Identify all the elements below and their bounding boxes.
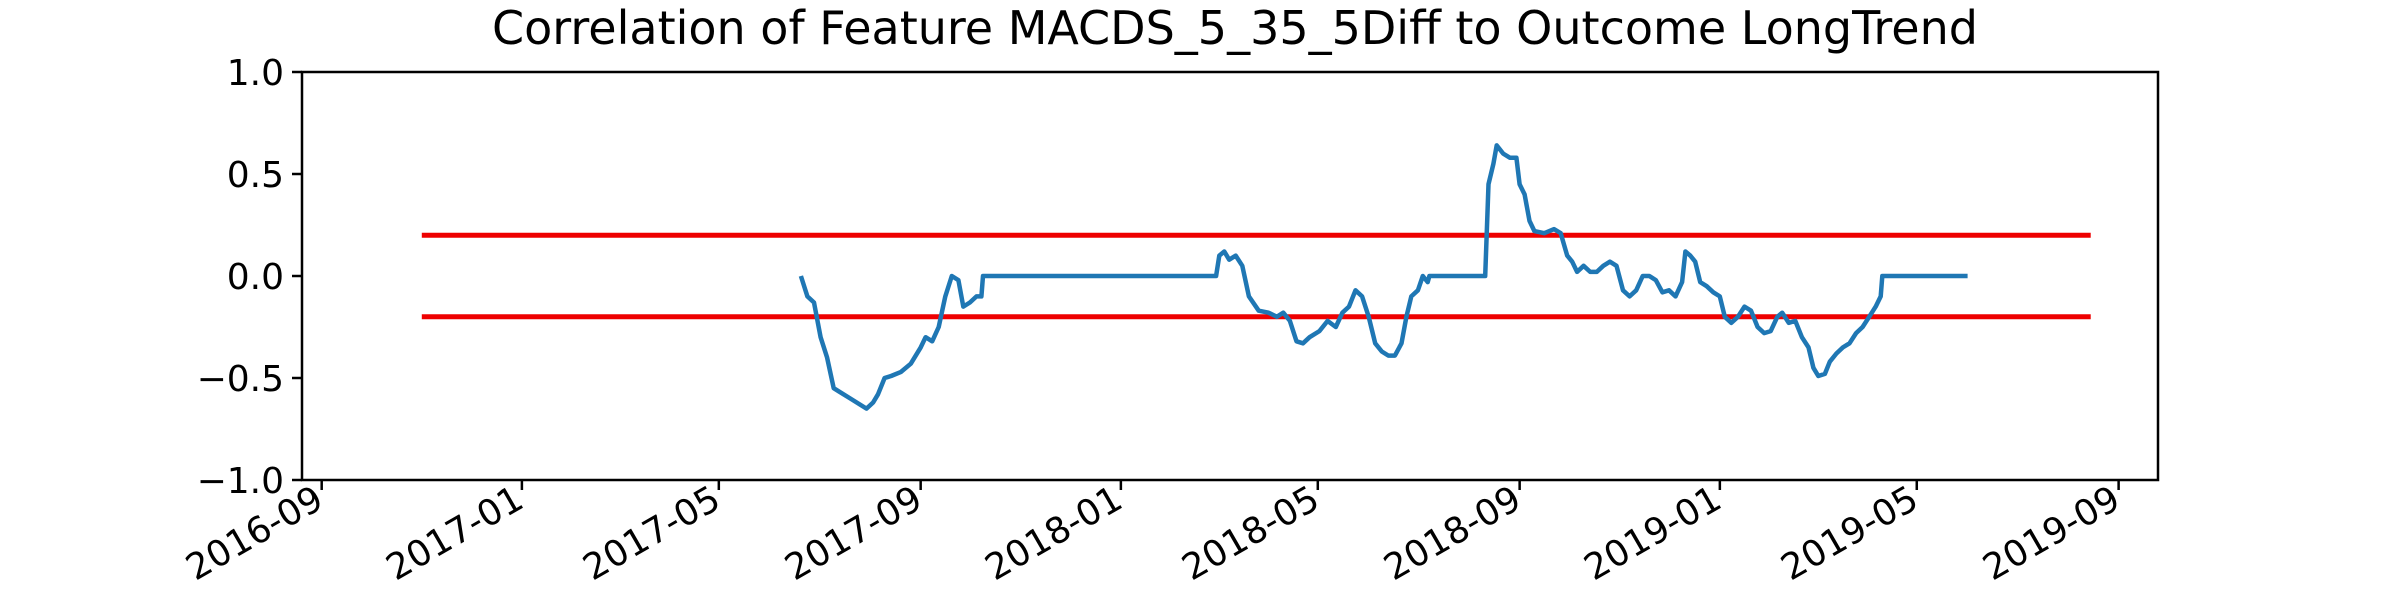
x-tick-label: 2019-05	[1775, 478, 1926, 589]
y-tick-label: 0.0	[227, 257, 284, 298]
y-tick-label: 1.0	[227, 53, 284, 94]
chart-title: Correlation of Feature MACDS_5_35_5Diff …	[492, 1, 1978, 55]
y-tick-label: 0.5	[227, 155, 284, 196]
x-tick-label: 2017-05	[577, 478, 728, 589]
axes-frame	[300, 70, 2160, 482]
x-tick-label: 2017-01	[380, 478, 531, 589]
x-tick-label: 2018-01	[979, 478, 1130, 589]
y-tick-label: −0.5	[197, 359, 284, 400]
series-line	[798, 143, 1968, 411]
x-tick-label: 2017-09	[778, 478, 929, 589]
x-tick-label: 2019-01	[1578, 478, 1729, 589]
x-tick-label: 2018-09	[1377, 478, 1528, 589]
x-axis: 2016-09 2017-01 2017-05 2017-09 2018-01 2018-…	[179, 478, 2127, 589]
y-axis: 1.0 0.5 0.0 −0.5 −1.0	[197, 53, 302, 502]
y-tick-label: −1.0	[197, 461, 284, 502]
plot-area	[421, 143, 2091, 411]
x-tick-label: 2019-09	[1976, 478, 2127, 589]
x-tick-label: 2018-05	[1176, 478, 1327, 589]
